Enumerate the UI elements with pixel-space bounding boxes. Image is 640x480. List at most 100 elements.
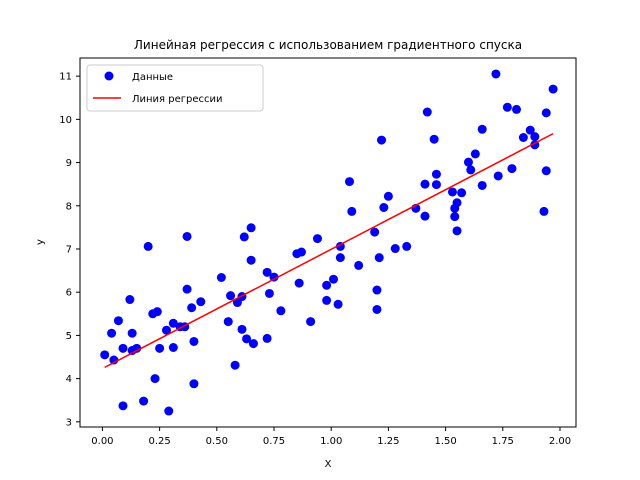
y-tick-label: 6 xyxy=(66,288,72,299)
x-tick-label: 0.00 xyxy=(91,436,113,447)
data-point xyxy=(269,272,279,282)
data-point xyxy=(347,206,357,216)
legend-box xyxy=(86,64,264,112)
data-point xyxy=(383,191,393,201)
y-tick-label: 9 xyxy=(66,158,72,169)
data-point xyxy=(377,135,387,145)
data-point xyxy=(466,165,476,175)
data-point xyxy=(118,343,128,353)
chart-title: Линейная регрессия с использованием град… xyxy=(134,38,522,52)
data-point xyxy=(127,328,137,338)
data-point xyxy=(143,241,153,251)
legend-marker-data xyxy=(104,71,114,81)
data-point xyxy=(333,299,343,309)
x-tick-label: 1.75 xyxy=(492,436,514,447)
data-point xyxy=(493,171,503,181)
y-tick-label: 4 xyxy=(66,374,72,385)
x-tick-label: 1.00 xyxy=(320,436,342,447)
data-point xyxy=(322,295,332,305)
data-point xyxy=(539,206,549,216)
data-point xyxy=(452,198,462,208)
data-point xyxy=(312,234,322,244)
data-point xyxy=(370,227,380,237)
data-point xyxy=(107,328,117,338)
data-point xyxy=(150,374,160,384)
plot-area xyxy=(100,69,558,416)
data-point xyxy=(164,406,174,416)
data-point xyxy=(541,108,551,118)
data-point xyxy=(530,132,540,142)
data-point xyxy=(216,272,226,282)
data-point xyxy=(422,107,432,117)
data-point xyxy=(548,84,558,94)
data-point xyxy=(182,231,192,241)
data-point xyxy=(491,69,501,79)
data-point xyxy=(507,164,517,174)
data-point xyxy=(230,360,240,370)
data-point xyxy=(374,253,384,263)
data-point xyxy=(322,280,332,290)
data-point xyxy=(420,179,430,189)
data-point xyxy=(345,177,355,187)
x-axis: 0.00 0.25 0.50 0.75 1.00 1.25 1.50 1.75 2.00 xyxy=(91,427,571,447)
data-point xyxy=(182,284,192,294)
data-point xyxy=(306,317,316,327)
y-tick-label: 10 xyxy=(59,115,72,126)
data-point xyxy=(452,226,462,236)
data-point xyxy=(457,188,467,198)
data-point xyxy=(189,379,199,389)
data-point xyxy=(155,343,165,353)
data-point xyxy=(431,169,441,179)
x-tick-label: 2.00 xyxy=(549,436,571,447)
data-point xyxy=(168,318,178,328)
data-point xyxy=(152,307,162,317)
data-point xyxy=(477,124,487,134)
data-point xyxy=(502,102,512,112)
y-tick-label: 8 xyxy=(66,201,72,212)
data-point xyxy=(246,223,256,233)
data-point xyxy=(139,396,149,406)
y-tick-label: 5 xyxy=(66,331,72,342)
data-point xyxy=(429,134,439,144)
x-tick-label: 1.50 xyxy=(434,436,456,447)
legend-label-data: Данные xyxy=(132,72,173,83)
data-point xyxy=(118,401,128,411)
data-point xyxy=(402,241,412,251)
data-point xyxy=(187,303,197,313)
y-axis: 3 4 5 6 7 8 9 10 11 xyxy=(59,72,80,428)
x-axis-label: X xyxy=(325,459,332,470)
data-point xyxy=(239,232,249,242)
data-point xyxy=(248,339,258,349)
data-point xyxy=(335,253,345,263)
data-point xyxy=(276,306,286,316)
x-tick-label: 0.75 xyxy=(263,436,285,447)
y-tick-label: 7 xyxy=(66,244,72,255)
data-point xyxy=(113,316,123,326)
axes-frame xyxy=(79,57,577,428)
data-point xyxy=(328,274,338,284)
data-point xyxy=(512,104,522,114)
data-point xyxy=(196,297,206,307)
data-point xyxy=(525,125,535,135)
y-tick-label: 11 xyxy=(59,72,72,83)
data-point xyxy=(100,350,110,360)
data-point xyxy=(379,203,389,213)
x-tick-label: 1.25 xyxy=(377,436,399,447)
data-point xyxy=(168,342,178,352)
data-point xyxy=(189,336,199,346)
data-point xyxy=(431,180,441,190)
data-point xyxy=(420,211,430,221)
regression-line xyxy=(104,132,554,369)
y-tick-label: 3 xyxy=(66,417,72,428)
data-point xyxy=(226,291,236,301)
data-point xyxy=(109,355,119,365)
data-point xyxy=(477,180,487,190)
data-point xyxy=(242,334,252,344)
data-point xyxy=(463,157,473,167)
data-point xyxy=(264,288,274,298)
data-point xyxy=(518,133,528,143)
data-point xyxy=(294,278,304,288)
data-point xyxy=(372,285,382,295)
data-point xyxy=(296,247,306,257)
